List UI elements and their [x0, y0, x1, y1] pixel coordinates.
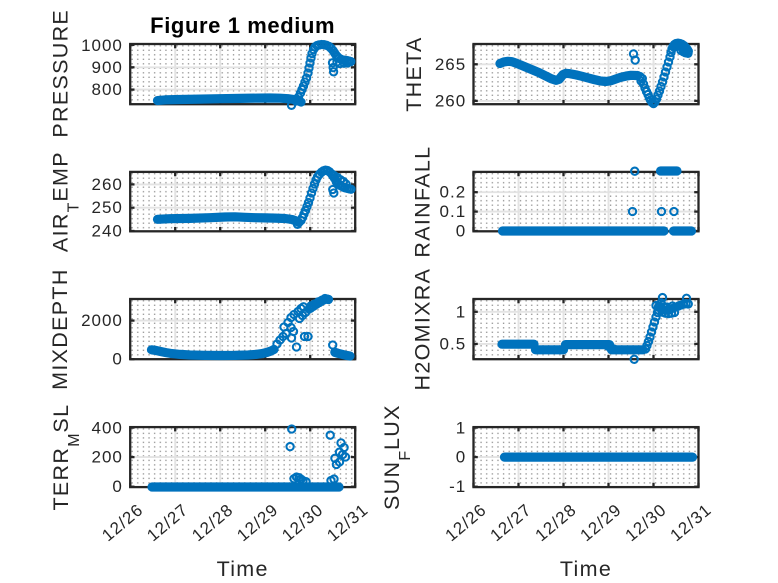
- svg-text:AIRT​EMP: AIRT​EMP: [49, 151, 83, 252]
- svg-text:0: 0: [456, 448, 466, 467]
- svg-text:1: 1: [456, 302, 466, 321]
- svg-text:400: 400: [92, 419, 123, 438]
- svg-text:0.5: 0.5: [440, 334, 467, 353]
- svg-text:TERRM​SL: TERRM​SL: [49, 404, 83, 511]
- svg-text:800: 800: [92, 80, 123, 99]
- svg-text:0: 0: [112, 477, 122, 496]
- svg-text:240: 240: [92, 222, 123, 241]
- svg-text:Time: Time: [217, 557, 269, 581]
- svg-text:260: 260: [435, 91, 466, 110]
- svg-text:1: 1: [456, 419, 466, 438]
- svg-text:260: 260: [92, 175, 123, 194]
- svg-text:0: 0: [456, 222, 466, 241]
- svg-text:THETA: THETA: [402, 36, 426, 111]
- svg-text:265: 265: [435, 55, 466, 74]
- svg-text:0.1: 0.1: [440, 202, 467, 221]
- svg-text:250: 250: [92, 198, 123, 217]
- svg-text:0.2: 0.2: [440, 183, 467, 202]
- svg-text:RAINFALL: RAINFALL: [411, 146, 435, 258]
- svg-text:0: 0: [112, 350, 122, 369]
- svg-text:SUNF​LUX: SUNF​LUX: [380, 404, 414, 510]
- svg-text:1000: 1000: [81, 36, 123, 55]
- svg-text:900: 900: [92, 58, 123, 77]
- svg-text:MIXDEPTH: MIXDEPTH: [48, 268, 72, 390]
- svg-text:-1: -1: [449, 477, 466, 496]
- svg-text:PRESSURE: PRESSURE: [49, 9, 73, 138]
- svg-text:200: 200: [92, 448, 123, 467]
- svg-text:Figure 1 medium: Figure 1 medium: [150, 13, 335, 38]
- svg-text:H2OMIXRA: H2OMIXRA: [411, 268, 435, 391]
- svg-text:Time: Time: [560, 557, 612, 581]
- svg-text:2000: 2000: [81, 311, 123, 330]
